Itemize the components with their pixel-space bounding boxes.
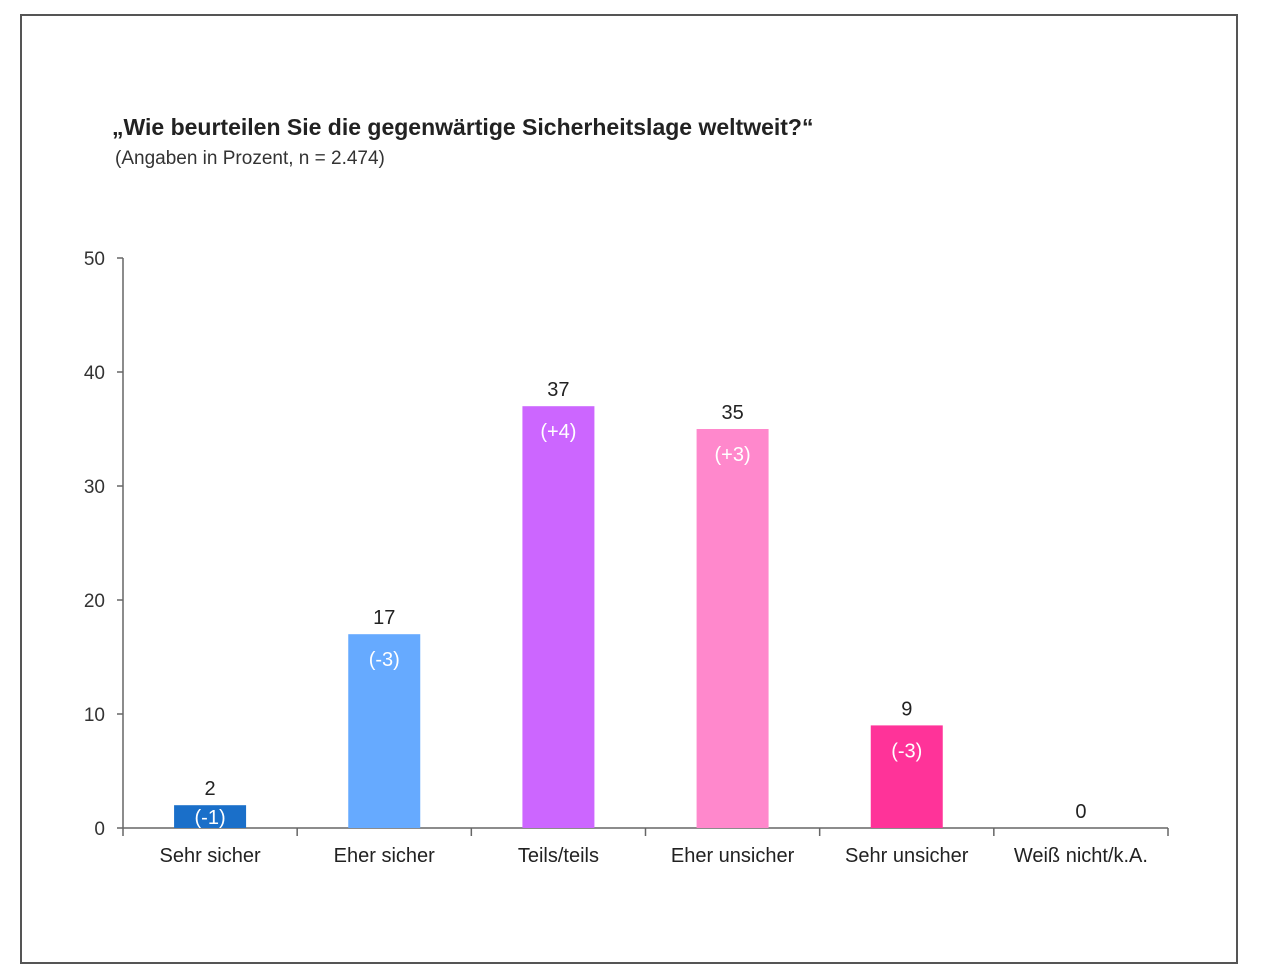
y-tick-label: 30 — [84, 477, 105, 498]
chart-bars — [174, 406, 943, 828]
bar-change-label: (+3) — [715, 444, 751, 466]
chart-labels: Sehr sicher 2 (-1) Eher sicher 17 (-3) Teils/t… — [160, 379, 1148, 867]
y-tick-label: 0 — [94, 819, 105, 840]
x-category-label: Sehr sicher — [160, 845, 261, 867]
bar — [522, 406, 595, 828]
bar-value-label: 9 — [901, 698, 912, 720]
bar-change-label: (-3) — [891, 740, 922, 762]
y-tick-label: 50 — [84, 249, 105, 270]
bar — [174, 805, 247, 828]
y-tick-label: 10 — [84, 705, 105, 726]
x-category-label: Eher sicher — [334, 845, 435, 867]
chart-title: „Wie beurteilen Sie die gegenwärtige Sic… — [112, 114, 814, 140]
bar-change-label: (-1) — [195, 807, 226, 829]
bar-value-label: 17 — [373, 607, 395, 629]
y-tick-label: 20 — [84, 591, 105, 612]
bar-change-label: (-3) — [369, 649, 400, 671]
x-category-label: Sehr unsicher — [845, 845, 969, 867]
bar-value-label: 0 — [1075, 801, 1086, 823]
bar — [870, 725, 943, 828]
bar-value-label: 35 — [721, 402, 743, 424]
chart-subtitle: (Angaben in Prozent, n = 2.474) — [115, 148, 385, 169]
x-category-label: Teils/teils — [518, 845, 599, 867]
y-tick-label: 40 — [84, 363, 105, 384]
bar-value-label: 37 — [547, 379, 569, 401]
bar — [348, 634, 421, 828]
x-category-label: Eher unsicher — [671, 845, 795, 867]
x-category-label: Weiß nicht/k.A. — [1014, 845, 1148, 867]
bar-value-label: 2 — [205, 778, 216, 800]
bar — [696, 429, 769, 828]
bar-change-label: (+4) — [540, 421, 576, 443]
